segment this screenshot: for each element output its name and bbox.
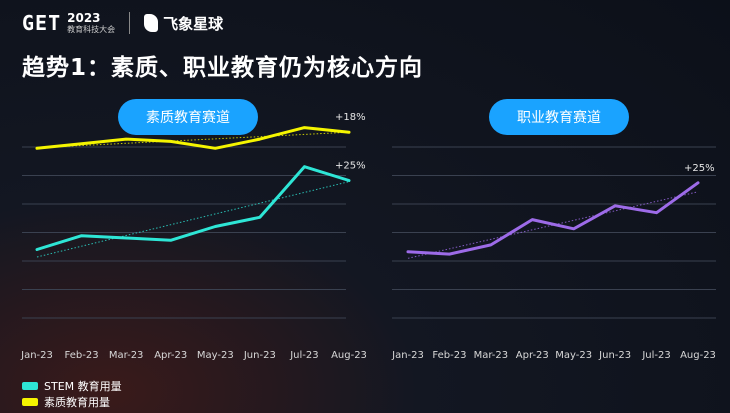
legend-swatch-stem — [22, 382, 38, 390]
page-title: 趋势1：素质、职业教育仍为核心方向 — [22, 55, 424, 81]
trendline — [36, 181, 350, 258]
header-divider — [129, 12, 131, 34]
legend: STEM 教育用量 素质教育用量 — [22, 378, 122, 410]
x-tick-label: Jan-23 — [20, 350, 53, 361]
x-tick-label: Mar-23 — [109, 350, 144, 361]
legend-swatch-quality — [22, 398, 38, 406]
get-logo: GET — [22, 11, 62, 35]
brand-name: 飞象星球 — [163, 14, 224, 33]
x-tick-label: Jan-23 — [391, 350, 424, 361]
x-tick-label: May-23 — [555, 350, 592, 361]
series-line — [35, 165, 351, 251]
pill-vocational-track: 职业教育赛道 — [489, 99, 629, 135]
series-annotation: +25% — [684, 163, 715, 174]
pill-quality-track: 素质教育赛道 — [118, 99, 258, 135]
x-tick-label: May-23 — [197, 350, 234, 361]
event-year-block: 2023 教育科技大会 — [67, 12, 115, 34]
legend-label-quality: 素质教育用量 — [44, 396, 110, 409]
trendline — [407, 191, 699, 259]
x-tick-label: Feb-23 — [65, 350, 99, 361]
trendline — [36, 131, 350, 149]
series-annotation: +25% — [335, 161, 366, 172]
x-tick-label: Apr-23 — [516, 350, 549, 361]
x-tick-label: Jul-23 — [641, 350, 670, 361]
x-tick-label: Mar-23 — [474, 350, 509, 361]
brand: 飞象星球 — [144, 13, 223, 34]
x-tick-label: Apr-23 — [154, 350, 187, 361]
x-tick-label: Jun-23 — [243, 350, 276, 361]
legend-item-stem: STEM 教育用量 — [22, 378, 122, 394]
event-year: 2023 — [67, 11, 101, 25]
series-line — [35, 126, 351, 150]
series-line — [406, 181, 700, 256]
series-annotation: +18% — [335, 112, 366, 123]
x-tick-label: Jun-23 — [598, 350, 631, 361]
x-tick-label: Feb-23 — [432, 350, 466, 361]
event-name: 教育科技大会 — [67, 25, 116, 34]
x-tick-label: Aug-23 — [331, 350, 367, 361]
legend-item-quality: 素质教育用量 — [22, 394, 122, 410]
legend-label-stem: STEM 教育用量 — [44, 380, 122, 393]
brand-logo-icon — [144, 14, 159, 32]
x-tick-label: Aug-23 — [680, 350, 716, 361]
x-tick-label: Jul-23 — [289, 350, 318, 361]
header: GET 2023 教育科技大会 飞象星球 — [22, 10, 223, 36]
